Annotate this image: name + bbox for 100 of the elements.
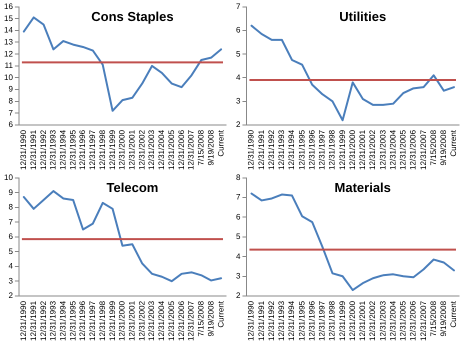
y-tick-label: 7 xyxy=(8,108,14,118)
y-tick-label: 4 xyxy=(236,72,241,82)
y-tick-label: 6 xyxy=(236,26,241,35)
x-tick-label: 12/31/1990 xyxy=(246,300,256,342)
x-tick-label: 7/15/2008 xyxy=(428,300,438,337)
y-tick-label: 7 xyxy=(236,2,241,12)
y-tick-label: 4 xyxy=(236,252,241,261)
x-tick-label: 12/31/2005 xyxy=(398,129,408,170)
x-tick-label: 12/31/1994 xyxy=(287,300,296,342)
y-tick-label: 10 xyxy=(4,173,14,182)
x-tick-label: 12/31/2005 xyxy=(398,300,408,342)
x-tick-label: 12/31/2000 xyxy=(348,129,357,170)
y-tick-label: 16 xyxy=(4,2,14,12)
x-tick-label: 12/31/2004 xyxy=(388,129,398,170)
chart-title: Utilities xyxy=(339,8,386,24)
x-tick-label: 12/31/2005 xyxy=(166,129,176,170)
y-tick-label: 7 xyxy=(8,217,14,226)
x-tick-label: 12/31/2001 xyxy=(128,300,137,342)
x-tick-label: 12/31/2003 xyxy=(147,129,156,170)
x-tick-label: 12/31/2003 xyxy=(147,300,156,342)
x-tick-label: 12/31/2001 xyxy=(358,300,368,342)
x-tick-label: 12/31/1994 xyxy=(58,129,68,170)
x-tick-label: 12/31/1996 xyxy=(307,300,316,342)
x-tick-label: 12/31/2001 xyxy=(358,129,368,170)
x-tick-label: 7/15/2008 xyxy=(428,129,438,166)
x-tick-label: 12/31/2002 xyxy=(368,129,378,170)
x-tick-label: 12/31/2000 xyxy=(348,300,357,342)
x-tick-label: 9/19/2008 xyxy=(439,300,448,337)
chart-title: Materials xyxy=(334,180,391,195)
x-tick-label: 12/31/1992 xyxy=(266,129,276,170)
y-tick-label: 3 xyxy=(236,271,241,280)
y-tick-label: 2 xyxy=(236,120,241,130)
x-tick-label: 12/31/1990 xyxy=(246,129,256,170)
y-tick-label: 4 xyxy=(8,262,14,271)
x-tick-label: 12/31/2000 xyxy=(118,129,127,170)
x-tick-label: 12/31/1999 xyxy=(108,129,117,170)
x-tick-label: 12/31/1995 xyxy=(68,129,78,170)
x-tick-label: 12/31/1992 xyxy=(266,300,276,342)
x-tick-label: 12/31/2003 xyxy=(378,129,388,170)
x-tick-label: 9/19/2008 xyxy=(439,129,448,166)
x-tick-label: 12/31/1990 xyxy=(19,300,28,342)
x-tick-label: 12/31/1999 xyxy=(108,300,117,342)
y-tick-label: 8 xyxy=(236,173,241,182)
y-tick-label: 7 xyxy=(236,192,241,202)
x-tick-label: 12/31/1991 xyxy=(28,129,38,170)
x-tick-label: Current xyxy=(216,300,226,328)
x-tick-label: 12/31/1993 xyxy=(277,300,286,342)
x-tick-label: 12/31/1990 xyxy=(19,129,28,170)
x-tick-label: 12/31/2007 xyxy=(186,300,196,342)
x-tick-label: 12/31/1994 xyxy=(287,129,296,170)
x-tick-label: 12/31/1997 xyxy=(318,129,327,170)
x-tick-label: 12/31/2007 xyxy=(418,129,428,170)
y-tick-label: 3 xyxy=(236,96,241,106)
chart-title: Telecom xyxy=(106,180,158,195)
x-tick-label: 12/31/1991 xyxy=(256,129,266,170)
x-tick-label: 12/31/1999 xyxy=(338,129,347,170)
x-tick-label: 12/31/1993 xyxy=(48,129,58,170)
y-tick-label: 11 xyxy=(4,61,14,70)
x-tick-label: 12/31/1995 xyxy=(297,300,306,342)
x-tick-label: 12/31/1995 xyxy=(68,300,78,342)
x-tick-label: 12/31/1998 xyxy=(98,300,107,342)
x-tick-label: 12/31/2005 xyxy=(166,300,176,342)
x-tick-label: 12/31/2006 xyxy=(176,300,186,342)
y-tick-label: 2 xyxy=(8,291,14,300)
x-tick-label: 12/31/1996 xyxy=(78,129,88,170)
x-tick-label: Current xyxy=(449,300,458,328)
y-tick-label: 13 xyxy=(4,37,14,46)
y-tick-label: 5 xyxy=(236,232,241,242)
x-tick-label: 12/31/1997 xyxy=(318,300,327,342)
y-tick-label: 12 xyxy=(4,49,14,58)
x-tick-label: 12/31/1995 xyxy=(297,129,306,170)
x-tick-label: 9/19/2008 xyxy=(206,129,216,166)
x-tick-label: 12/31/2003 xyxy=(378,300,388,342)
x-tick-label: 12/31/2006 xyxy=(408,300,418,342)
x-tick-label: 7/15/2008 xyxy=(196,300,206,337)
x-tick-label: 12/31/1994 xyxy=(58,300,68,342)
x-tick-label: Current xyxy=(449,129,458,157)
x-tick-label: 12/31/1993 xyxy=(48,300,58,342)
x-tick-label: 12/31/1999 xyxy=(338,300,347,342)
y-tick-label: 8 xyxy=(8,202,14,212)
chart-title: Cons Staples xyxy=(91,8,174,24)
x-tick-label: 12/31/2004 xyxy=(388,300,398,342)
x-tick-label: 12/31/2007 xyxy=(186,129,196,170)
y-tick-label: 6 xyxy=(236,212,241,222)
x-tick-label: 12/31/1998 xyxy=(328,129,337,170)
x-tick-label: 12/31/1993 xyxy=(277,129,286,170)
x-tick-label: 12/31/2002 xyxy=(137,129,146,170)
y-tick-label: 9 xyxy=(8,188,14,197)
y-tick-label: 5 xyxy=(236,49,241,58)
x-tick-label: 12/31/1998 xyxy=(328,300,337,342)
x-tick-label: 12/31/2002 xyxy=(137,300,146,342)
x-tick-label: 9/19/2008 xyxy=(206,300,216,337)
x-tick-label: 12/31/1997 xyxy=(88,129,98,170)
y-tick-label: 10 xyxy=(4,72,14,82)
x-tick-label: 12/31/2006 xyxy=(408,129,418,170)
x-tick-label: 7/15/2008 xyxy=(196,129,206,166)
y-tick-label: 14 xyxy=(4,26,14,35)
x-tick-label: 12/31/2002 xyxy=(368,300,378,342)
x-tick-label: 12/31/2007 xyxy=(418,300,428,342)
x-tick-label: 12/31/2004 xyxy=(157,300,166,342)
